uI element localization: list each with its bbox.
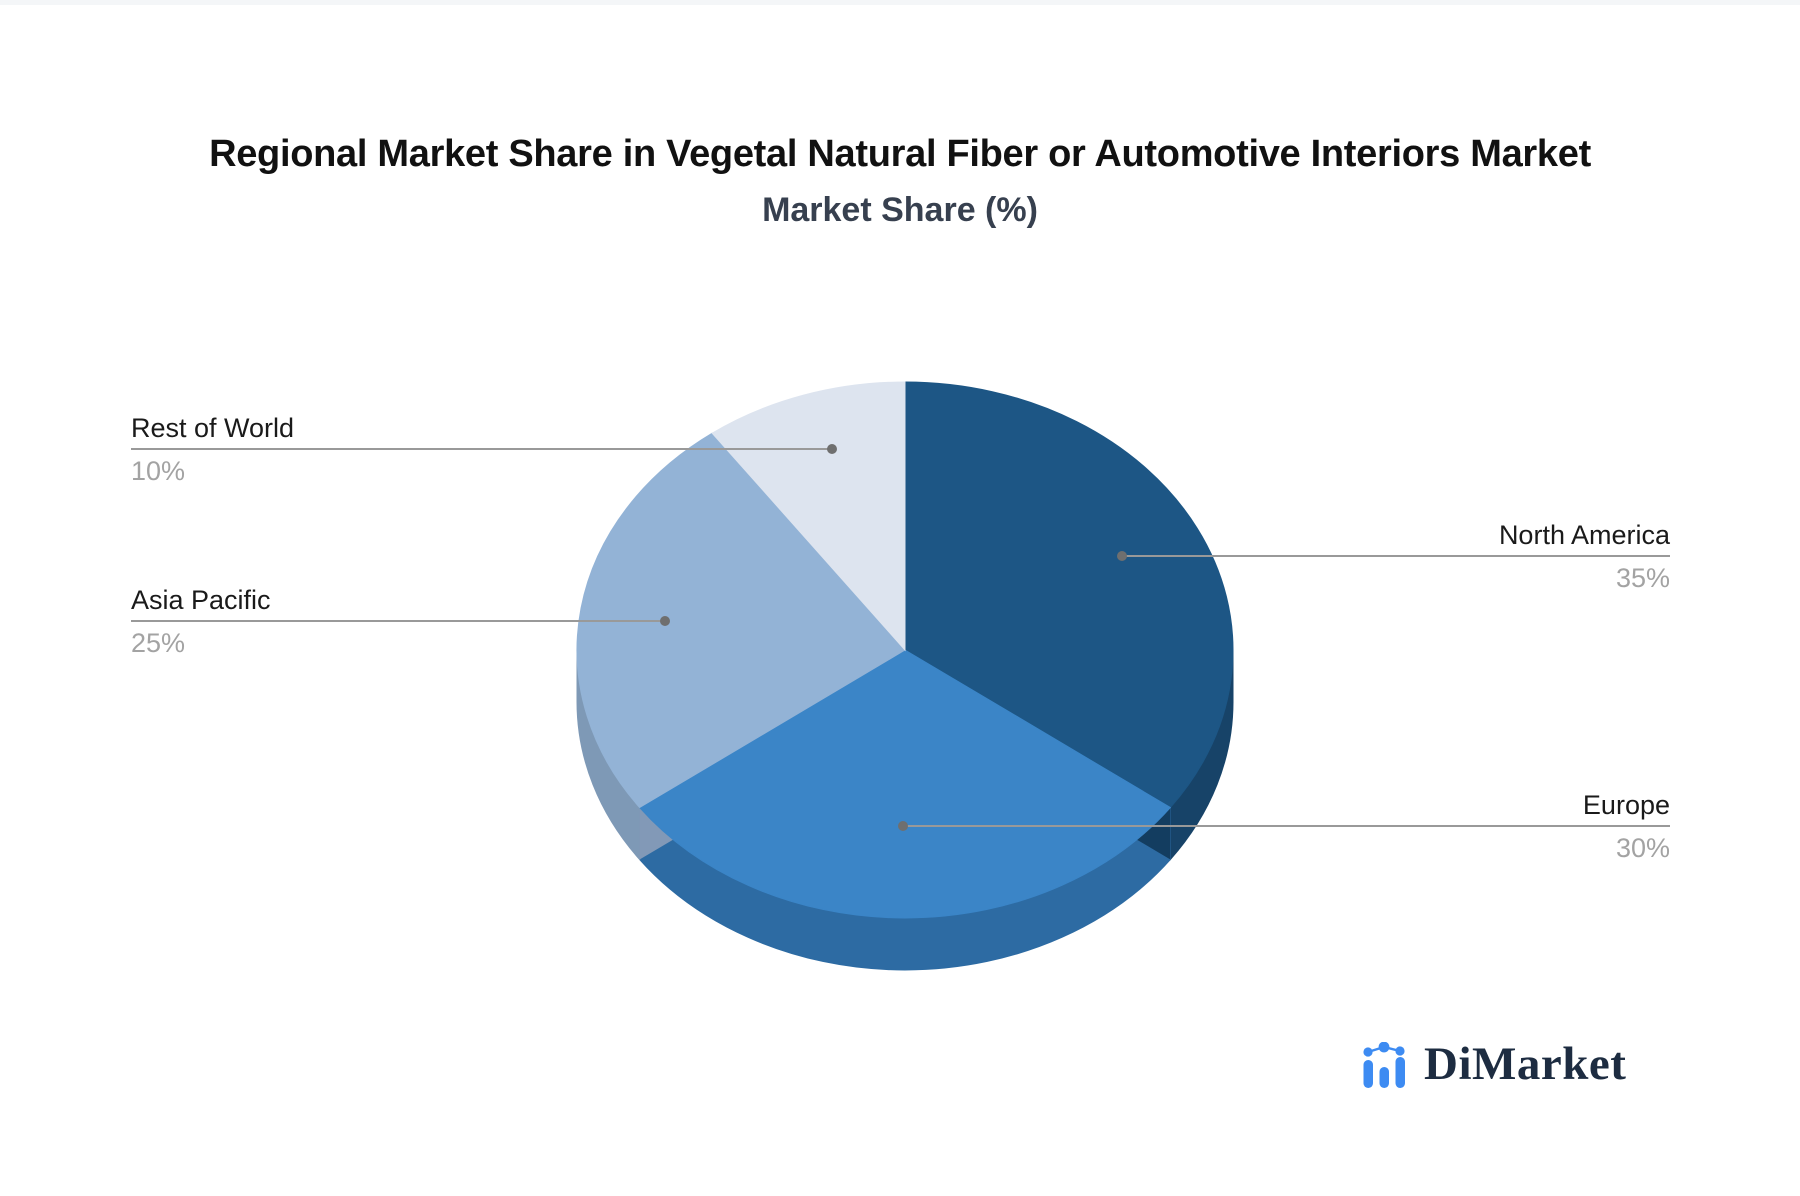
page-subtitle: Market Share (%) — [762, 191, 1038, 229]
logo: DiMarket — [1360, 1038, 1626, 1090]
pie-slice-asia-pacific — [576, 432, 906, 809]
slice-label-north-america: North America — [1498, 520, 1670, 550]
slice-value-north-america: 35% — [1615, 563, 1670, 593]
slice-value-asia-pacific: 25% — [131, 628, 186, 658]
page-title: Regional Market Share in Vegetal Natural… — [209, 133, 1591, 175]
slice-label-europe: Europe — [1582, 790, 1670, 820]
bar-chart-sparkline-icon — [1363, 1042, 1405, 1088]
connector-dot-north-america — [1117, 551, 1127, 561]
connector-dot-asia-pacific — [660, 616, 670, 626]
top-strip — [0, 0, 1800, 5]
slice-value-rest-of-world: 10% — [131, 456, 186, 486]
logo-text: DiMarket — [1424, 1038, 1627, 1090]
slice-label-rest-of-world: Rest of World — [131, 413, 295, 443]
pie-slice-europe — [638, 649, 1172, 919]
pie-slice-north-america — [904, 381, 1234, 809]
slice-label-asia-pacific: Asia Pacific — [131, 585, 271, 615]
slice-value-europe: 30% — [1615, 833, 1670, 863]
connector-dot-rest-of-world — [827, 444, 837, 454]
connector-dot-europe — [898, 821, 908, 831]
